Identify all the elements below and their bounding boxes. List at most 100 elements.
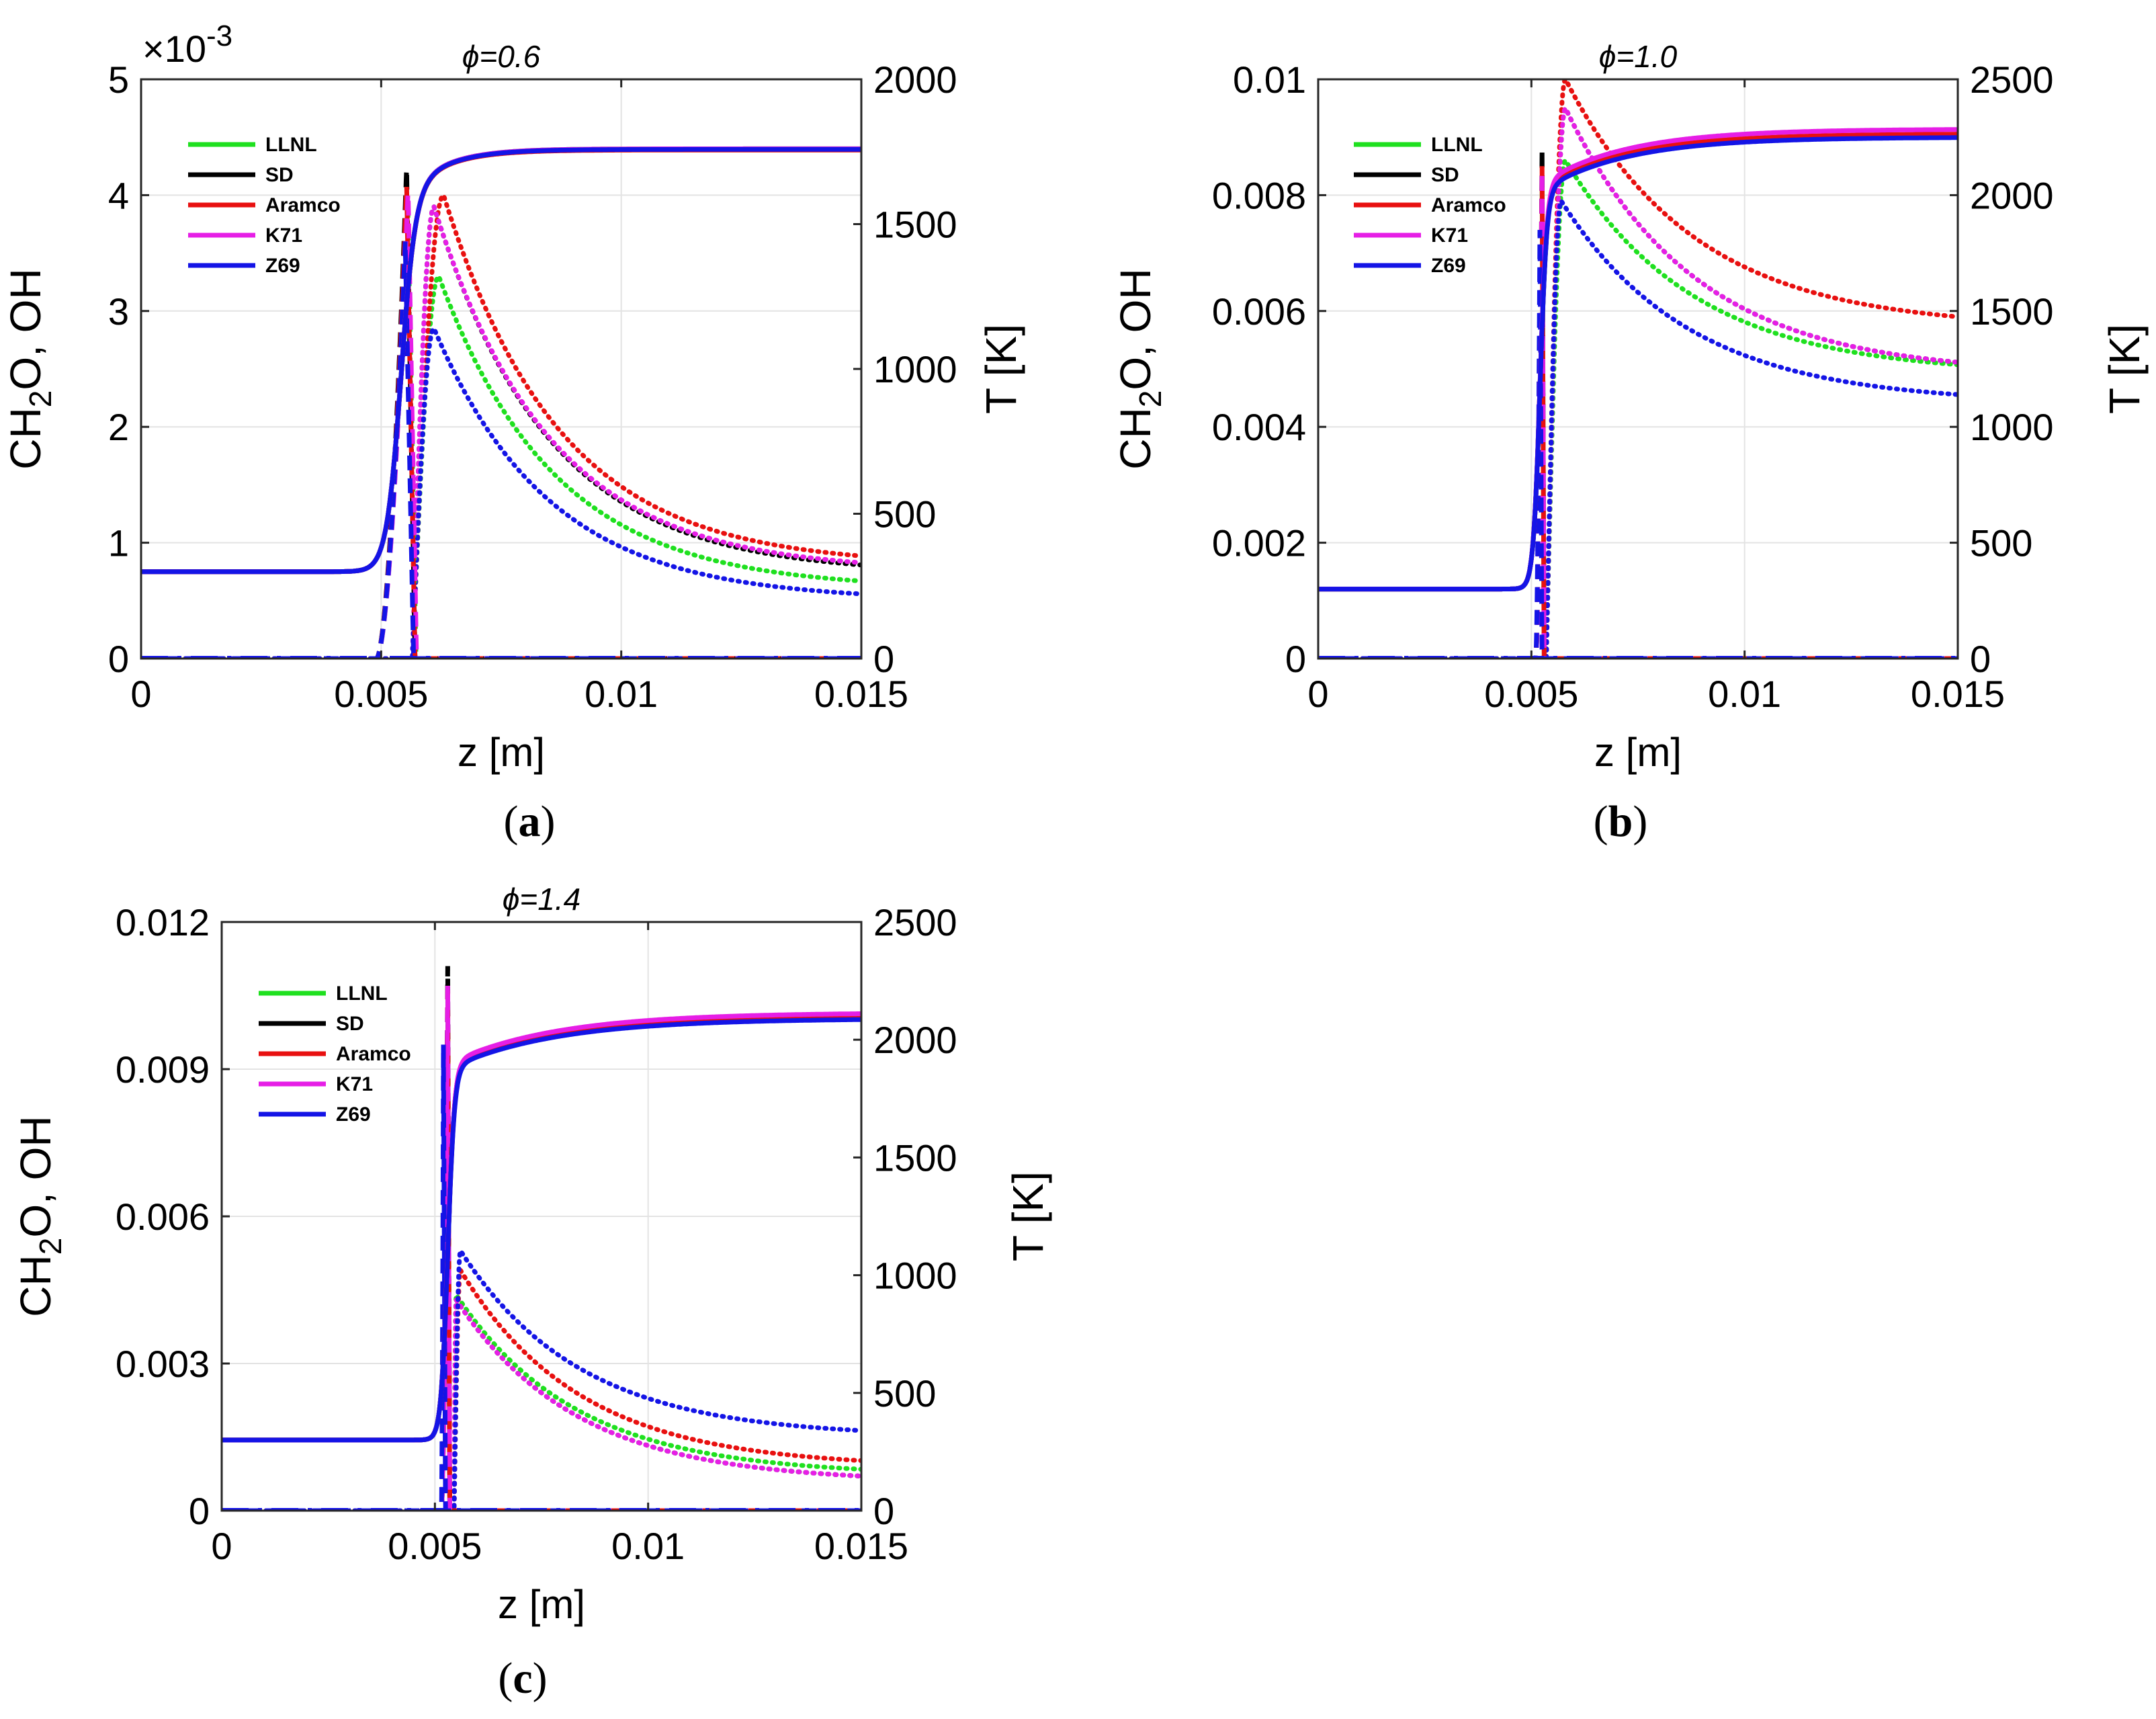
legend-label-Z69: Z69: [336, 1103, 371, 1126]
curves-b: [1318, 79, 1958, 659]
y-right-tick-label-4: 2000: [1970, 174, 2054, 216]
x-tick-label-3: 0.015: [814, 673, 908, 715]
temperature-line-SD: [222, 1012, 861, 1443]
y-right-tick-label-1: 500: [873, 493, 936, 536]
y-right-axis-label: T [K]: [1004, 1171, 1052, 1261]
y-right-tick-label-5: 2500: [873, 901, 957, 944]
y-right-tick-label-0: 0: [873, 638, 894, 680]
oh-line-SD: [141, 203, 861, 659]
y-left-axis-label: CH2O, OH: [1111, 268, 1168, 469]
legend-label-LLNL: LLNL: [1431, 134, 1483, 156]
y-right-tick-label-0: 0: [1970, 638, 1991, 680]
x-tick-label-2: 0.01: [611, 1525, 685, 1567]
y-left-tick-label-0: 0: [108, 638, 129, 680]
legend-label-LLNL: LLNL: [265, 134, 317, 156]
oh-line-LLNL: [222, 1288, 861, 1511]
y-left-tick-label-2: 0.004: [1212, 406, 1306, 448]
x-tick-label-0: 0: [130, 673, 151, 715]
panel-label-a: (a): [503, 797, 556, 846]
oh-line-LLNL: [141, 274, 861, 659]
y-right-tick-label-0: 0: [873, 1490, 894, 1532]
panel-label-c: (c): [498, 1654, 548, 1703]
y-right-tick-label-2: 1000: [1970, 406, 2054, 448]
y-left-tick-label-3: 0.006: [1212, 290, 1306, 333]
temperature-line-Aramco: [222, 1015, 861, 1443]
y-left-tick-label-2: 2: [108, 406, 129, 448]
y-left-tick-label-3: 3: [108, 290, 129, 333]
x-tick-label-1: 0.005: [1484, 673, 1578, 715]
y-left-tick-label-1: 0.002: [1212, 522, 1306, 564]
oh-line-Aramco: [222, 1265, 861, 1511]
oh-line-K71: [1318, 105, 1958, 659]
y-left-tick-label-4: 0.012: [116, 901, 210, 944]
oh-line-K71: [141, 203, 861, 659]
y-right-tick-label-2: 1000: [873, 1255, 957, 1297]
legend-label-LLNL: LLNL: [336, 982, 388, 1005]
y-right-tick-label-1: 500: [1970, 522, 2032, 564]
temperature-line-Z69: [1318, 135, 1958, 592]
axes-box: [1317, 78, 1959, 660]
x-axis-label: z [m]: [498, 1582, 585, 1627]
oh-line-Z69: [1318, 197, 1958, 659]
ch2o-line-SD: [222, 966, 861, 1511]
y-right-tick-label-3: 1500: [1970, 290, 2054, 333]
panel-title: ϕ=1.4: [503, 882, 580, 917]
temperature-line-SD: [141, 146, 861, 575]
x-tick-label-1: 0.005: [334, 673, 428, 715]
legend-label-K71: K71: [336, 1073, 373, 1095]
oh-line-Z69: [141, 325, 861, 659]
curves-a: [141, 146, 861, 659]
legend-label-Aramco: Aramco: [1431, 194, 1506, 216]
y-left-tick-label-4: 4: [108, 174, 129, 216]
chart-panel-c: 0 0.005 0.01 0.01500.0030.0060.0090.0120500…: [11, 882, 1052, 1627]
temperature-line-LLNL: [141, 146, 861, 575]
x-axis-label: z [m]: [458, 730, 545, 775]
y-right-tick-label-3: 1500: [873, 204, 957, 246]
legend-label-SD: SD: [265, 164, 294, 186]
oh-line-SD: [222, 1292, 861, 1511]
x-tick-label-0: 0: [1307, 673, 1328, 715]
y-left-tick-label-2: 0.006: [116, 1196, 210, 1238]
legend-label-K71: K71: [1431, 224, 1468, 247]
panel-title: ϕ=1.0: [1599, 39, 1678, 74]
y-left-tick-label-0: 0: [189, 1490, 210, 1532]
temperature-line-K71: [222, 1011, 861, 1443]
legend-label-SD: SD: [1431, 164, 1459, 186]
y-left-axis-label: CH2O, OH: [1, 268, 58, 469]
y-right-tick-label-1: 500: [873, 1372, 936, 1415]
legend-label-Aramco: Aramco: [336, 1043, 411, 1065]
y-left-tick-label-5: 5: [108, 58, 129, 101]
y-right-tick-label-4: 2000: [873, 58, 957, 101]
chart-panel-b: 0 0.005 0.01 0.01500.0020.0040.0060.0080.01…: [1111, 39, 2149, 775]
oh-line-Z69: [222, 1246, 861, 1511]
ch2o-line-K71: [1318, 171, 1958, 659]
y-left-tick-label-1: 0.003: [116, 1343, 210, 1385]
y-left-tick-label-0: 0: [1285, 638, 1306, 680]
y-left-tick-label-1: 1: [108, 522, 129, 564]
legend: LLNL SD Aramco K71 Z69: [259, 982, 411, 1126]
oh-line-LLNL: [1318, 157, 1958, 659]
temperature-line-K71: [1318, 127, 1958, 592]
temperature-line-Aramco: [141, 147, 861, 575]
y-right-tick-label-2: 1000: [873, 348, 957, 390]
y-right-axis-label: T [K]: [977, 324, 1025, 414]
x-tick-label-1: 0.005: [388, 1525, 482, 1567]
temperature-line-LLNL: [222, 1012, 861, 1443]
temperature-line-Aramco: [1318, 132, 1958, 592]
panel-label-b: (b): [1593, 797, 1648, 846]
y-right-tick-label-4: 2000: [873, 1019, 957, 1061]
x-tick-label-0: 0: [211, 1525, 232, 1567]
y-left-tick-label-4: 0.008: [1212, 174, 1306, 216]
legend-label-Z69: Z69: [1431, 255, 1466, 277]
x-tick-label-2: 0.01: [585, 673, 658, 715]
legend-label-SD: SD: [336, 1013, 364, 1035]
y-left-tick-label-3: 0.009: [116, 1048, 210, 1091]
legend: LLNL SD Aramco K71 Z69: [1354, 134, 1506, 277]
panel-label-a-letter: a: [518, 797, 541, 846]
temperature-line-K71: [141, 146, 861, 575]
legend-label-Aramco: Aramco: [265, 194, 341, 216]
y-right-tick-label-5: 2500: [1970, 58, 2054, 101]
oh-line-K71: [222, 1292, 861, 1511]
